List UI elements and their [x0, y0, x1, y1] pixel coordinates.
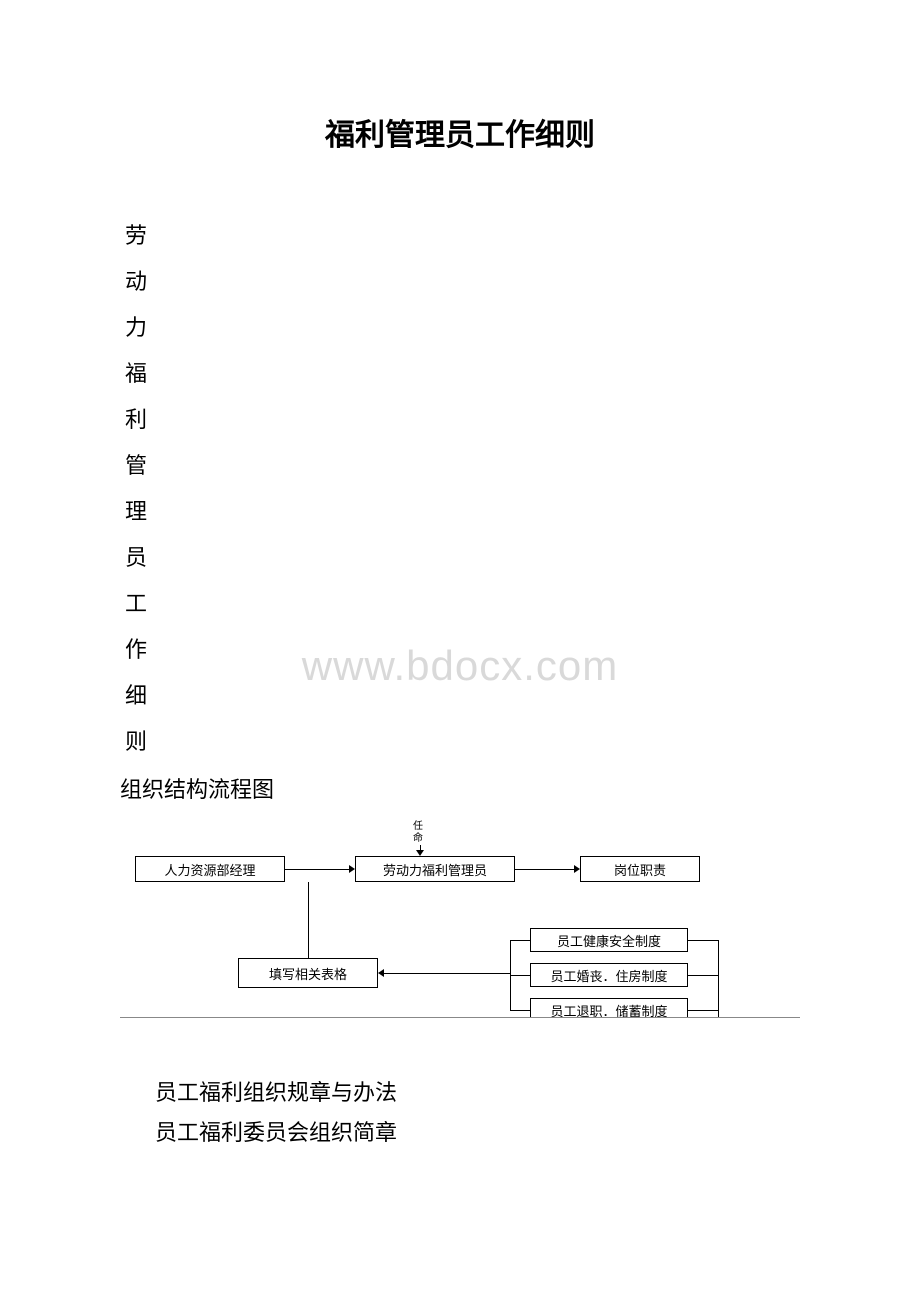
flowchart-label: 命 — [413, 833, 423, 844]
flowchart-node: 填写相关表格 — [238, 958, 378, 988]
flowchart-edge — [384, 973, 510, 974]
flowchart-node: 劳动力福利管理员 — [355, 856, 515, 882]
vertical-char: 动 — [125, 260, 800, 304]
flowchart-edge — [510, 940, 530, 941]
flowchart-label: 任 — [413, 821, 423, 832]
flowchart-edge — [510, 975, 530, 976]
vertical-subtitle: 劳动力福利管理员工作细则 — [125, 214, 800, 764]
flowchart-edge — [718, 940, 719, 1018]
document-page: 福利管理员工作细则 劳动力福利管理员工作细则 组织结构流程图 人力资源部经理劳动… — [0, 0, 920, 1152]
flowchart-node: 员工退职．储蓄制度 — [530, 998, 688, 1018]
flowchart-edge — [510, 940, 511, 1010]
body-line: 员工福利委员会组织简章 — [155, 1113, 800, 1153]
vertical-char: 员 — [125, 536, 800, 580]
vertical-char: 福 — [125, 352, 800, 396]
flowchart-node: 人力资源部经理 — [135, 856, 285, 882]
flowchart-edge — [285, 869, 349, 870]
vertical-char: 细 — [125, 674, 800, 718]
section-heading-flowchart: 组织结构流程图 — [120, 772, 800, 804]
bottom-paragraphs: 员工福利组织规章与办法员工福利委员会组织简章 — [155, 1073, 800, 1152]
flowchart-node: 员工婚丧．住房制度 — [530, 963, 688, 987]
flowchart-edge — [515, 869, 574, 870]
body-line: 员工福利组织规章与办法 — [155, 1073, 800, 1113]
flowchart-edge — [688, 940, 718, 941]
vertical-char: 管 — [125, 444, 800, 488]
flowchart-edge — [308, 882, 309, 958]
flowchart-edge — [688, 1010, 718, 1011]
flowchart-edge — [510, 1010, 530, 1011]
arrow-head-icon — [378, 969, 384, 977]
page-title: 福利管理员工作细则 — [120, 110, 800, 154]
vertical-char: 理 — [125, 490, 800, 534]
flowchart-node: 员工健康安全制度 — [530, 928, 688, 952]
flowchart-node: 岗位职责 — [580, 856, 700, 882]
vertical-char: 工 — [125, 582, 800, 626]
vertical-char: 则 — [125, 720, 800, 764]
flowchart-edge — [688, 975, 718, 976]
vertical-char: 劳 — [125, 214, 800, 258]
org-flowchart: 人力资源部经理 劳动力福利管理员 岗位职责员工健康安全制度员工婚丧．住房制度员工退职… — [120, 818, 800, 1018]
vertical-char: 利 — [125, 398, 800, 442]
vertical-char: 力 — [125, 306, 800, 350]
vertical-char: 作 — [125, 628, 800, 672]
